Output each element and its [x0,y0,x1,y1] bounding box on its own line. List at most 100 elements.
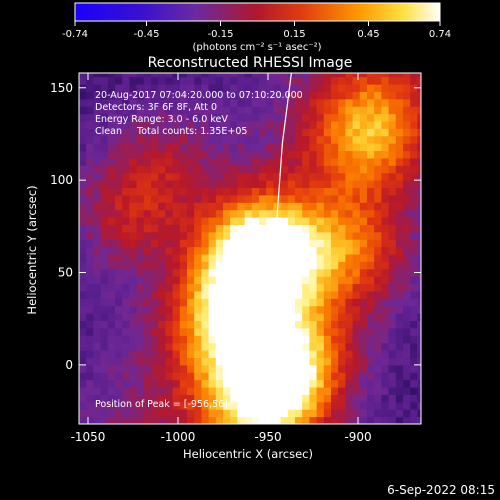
heatmap-cell [143,409,152,418]
heatmap-cell [359,320,368,329]
heatmap-cell [165,91,174,100]
heatmap-cell [295,276,303,285]
heatmap-cell [359,194,368,203]
heatmap-cell [230,254,238,262]
heatmap-cell [122,379,130,388]
heatmap-cell [395,379,404,388]
heatmap-cell [187,313,195,322]
heatmap-cell [316,106,325,115]
heatmap-cell [359,113,368,122]
heatmap-cell [417,320,421,329]
heatmap-cell [201,91,210,100]
heatmap-cell [388,194,397,203]
heatmap-cell [266,379,274,388]
heatmap-cell [367,246,375,255]
heatmap-cell [201,165,210,174]
heatmap-cell [287,401,296,410]
heatmap-cell [403,290,411,299]
heatmap-cell [374,387,382,395]
heatmap-cell [93,261,102,270]
heatmap-cell [381,290,390,299]
heatmap-cell [165,239,174,248]
heatmap-cell [367,409,375,418]
heatmap-cell [331,135,339,144]
heatmap-cell [237,283,246,292]
heatmap-cell [201,261,210,270]
heatmap-cell [79,98,87,107]
heatmap-cell [194,254,202,262]
heatmap-cell [179,305,188,314]
heatmap-cell [86,276,94,285]
heatmap-cell [345,276,354,285]
heatmap-cell [309,387,318,395]
heatmap-cell [179,217,188,225]
heatmap-cell [331,261,339,270]
heatmap-cell [345,231,354,240]
heatmap-cell [100,246,109,255]
heatmap-cell [143,98,152,107]
heatmap-cell [331,180,339,189]
heatmap-cell [359,283,368,292]
heatmap-cell [187,231,195,240]
heatmap-cell [403,357,411,366]
heatmap-cell [136,372,145,381]
heatmap-cell [381,217,390,225]
heatmap-cell [107,401,116,410]
heatmap-cell [151,335,159,344]
heatmap-cell [215,209,224,218]
heatmap-cell [316,224,325,233]
heatmap-cell [316,180,325,189]
heatmap-cell [309,187,318,196]
heatmap-cell [107,246,116,255]
heatmap-cell [273,194,282,203]
heatmap-cell [129,290,138,299]
heatmap-cell [259,194,267,203]
heatmap-cell [237,320,246,329]
heatmap-cell [352,387,361,395]
heatmap-cell [388,409,397,418]
heatmap-cell [395,313,404,322]
heatmap-cell [359,180,368,189]
heatmap-cell [129,261,138,270]
heatmap-cell [259,91,267,100]
heatmap-cell [100,276,109,285]
heatmap-cell [287,84,296,92]
heatmap-cell [259,246,267,255]
heatmap-cell [417,335,421,344]
heatmap-cell [338,128,346,137]
heatmap-cell [309,135,318,144]
heatmap-cell [345,261,354,270]
heatmap-cell [93,172,102,181]
heatmap-cell [79,217,87,225]
heatmap-cell [374,187,382,196]
heatmap-cell [179,202,188,211]
heatmap-cell [323,84,332,92]
heatmap-cell [309,364,318,373]
heatmap-cell [86,194,94,203]
heatmap-cell [302,283,310,292]
heatmap-cell [223,121,231,129]
heatmap-cell [280,364,289,373]
heatmap-cell [388,113,397,122]
heatmap-cell [259,224,267,233]
heatmap-cell [403,128,411,137]
heatmap-cell [194,327,202,336]
heatmap-cell [359,98,368,107]
heatmap-cell [295,335,303,344]
heatmap-cell [165,379,174,388]
heatmap-cell [158,187,166,196]
heatmap-cell [237,268,246,277]
heatmap-cell [230,276,238,285]
heatmap-cell [266,387,274,395]
heatmap-cell [100,372,109,381]
heatmap-cell [395,401,404,410]
heatmap-cell [309,372,318,381]
heatmap-cell [331,409,339,418]
heatmap-cell [208,165,217,174]
heatmap-cell [381,113,390,122]
heatmap-cell [302,73,310,78]
heatmap-cell [266,128,274,137]
heatmap-cell [273,165,282,174]
y-tick-label: 100 [50,173,73,187]
